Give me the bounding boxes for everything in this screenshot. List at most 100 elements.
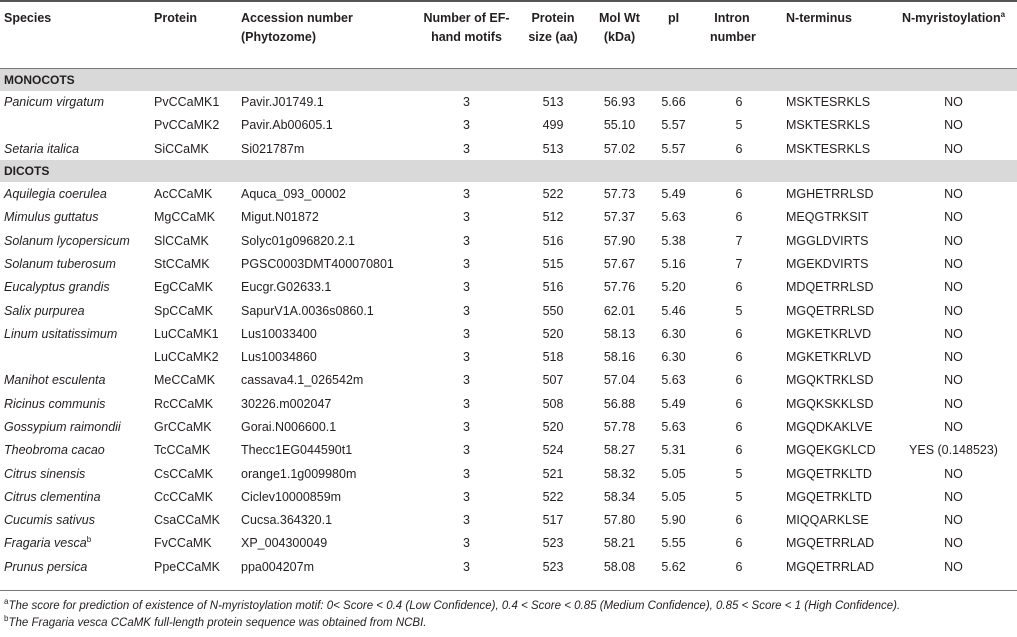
cell-molwt: 57.80 — [603, 513, 636, 528]
cell-species — [0, 114, 150, 137]
cell-species: Cucumis sativus — [0, 509, 150, 532]
cell-intron: 6 — [735, 373, 743, 388]
species-name: Theobroma cacao — [4, 443, 105, 458]
cell-protein: EgCCaMK — [154, 280, 214, 295]
cell-molwt: 58.13 — [603, 326, 636, 341]
cell-size: 520 — [542, 420, 564, 434]
cell-ef-hand: 3 — [463, 280, 470, 295]
cell-molwt: 58.34 — [603, 489, 636, 504]
cell-pi: 5.66 — [661, 95, 686, 110]
species-name: Cucumis sativus — [4, 513, 95, 528]
cell-pi: 5.63 — [661, 373, 686, 388]
cell-size: 508 — [542, 396, 564, 411]
cell-ef-hand: 3 — [463, 256, 470, 271]
header-intron: Intron number — [696, 3, 782, 69]
footnote-a: aThe score for prediction of existence o… — [4, 598, 900, 612]
cell-intron: 7 — [735, 256, 743, 271]
table-row: Linum usitatissimum LuCCaMK1 Lus10033400 3 5… — [0, 322, 1017, 345]
header-size: Protein size (aa) — [518, 3, 588, 69]
cell-intron: 6 — [735, 95, 743, 110]
cell-nterminus: MGQETRRLAD — [786, 559, 875, 574]
header-molwt: Mol Wt (kDa) — [588, 3, 651, 69]
section-row: MONOCOTS — [0, 68, 1017, 91]
cell-accession: orange1.1g009980m — [241, 466, 357, 481]
cell-accession: Lus10034860 — [241, 350, 317, 365]
cell-protein: StCCaMK — [154, 256, 210, 271]
cell-protein: PpeCCaMK — [154, 559, 220, 574]
species-name: Eucalyptus grandis — [4, 280, 110, 295]
cell-ef-hand: 3 — [463, 141, 470, 156]
cell-nterminus: MGQETRKLTD — [786, 489, 872, 504]
cell-nmyristoylation: NO — [944, 513, 963, 528]
cell-protein: CsaCCaMK — [154, 513, 220, 528]
cell-species: Mimulus guttatus — [0, 206, 150, 229]
cell-nmyristoylation: NO — [944, 489, 963, 504]
table-row: Ricinus communis RcCCaMK 30226.m002047 3 508… — [0, 392, 1017, 415]
table-row: Manihot esculenta MeCCaMK cassava4.1_02654… — [0, 369, 1017, 392]
cell-nterminus: MGKETKRLVD — [786, 326, 872, 341]
cell-size: 524 — [542, 443, 564, 458]
cell-molwt: 58.27 — [603, 443, 636, 458]
cell-accession: Migut.N01872 — [241, 210, 319, 225]
cell-pi: 5.90 — [661, 513, 686, 528]
cell-accession: Gorai.N006600.1 — [241, 420, 337, 434]
cell-molwt: 57.02 — [603, 141, 636, 156]
cell-ef-hand: 3 — [463, 513, 470, 528]
cell-nmyristoylation: YES (0.148523) — [909, 443, 998, 458]
cell-nterminus: MGQKTRKLSD — [786, 373, 874, 388]
cell-species: Theobroma cacao — [0, 439, 150, 462]
cell-accession: Pavir.Ab00605.1 — [241, 118, 333, 133]
cell-accession: Thecc1EG044590t1 — [241, 443, 353, 458]
cell-nmyristoylation: NO — [944, 303, 963, 318]
cell-size: 522 — [542, 187, 564, 202]
species-name: Aquilegia coerulea — [4, 187, 107, 202]
cell-species: Solanum lycopersicum — [0, 229, 150, 252]
species-name: Citrus clementina — [4, 489, 101, 504]
cell-species: Ricinus communis — [0, 392, 150, 415]
cell-accession: Lus10033400 — [241, 326, 317, 341]
cell-molwt: 57.04 — [603, 373, 636, 388]
cell-ef-hand: 3 — [463, 326, 470, 341]
header-protein: Protein — [150, 3, 237, 69]
table-row: Eucalyptus grandis EgCCaMK Eucgr.G02633.1 3… — [0, 276, 1017, 299]
cell-intron: 6 — [735, 536, 743, 551]
cell-species: Manihot esculenta — [0, 369, 150, 392]
cell-protein: SpCCaMK — [154, 303, 214, 318]
cell-nmyristoylation: NO — [944, 350, 963, 365]
species-name: Citrus sinensis — [4, 466, 86, 481]
cell-accession: Aquca_093_00002 — [241, 187, 346, 202]
cell-ef-hand: 3 — [463, 489, 470, 504]
cell-ef-hand: 3 — [463, 466, 470, 481]
cell-protein: TcCCaMK — [154, 443, 211, 458]
cell-nmyristoylation: NO — [944, 373, 963, 388]
cell-nmyristoylation: NO — [944, 536, 963, 551]
cell-intron: 5 — [735, 303, 743, 318]
species-name: Setaria italica — [4, 141, 80, 156]
cell-nmyristoylation: NO — [944, 256, 963, 271]
footnote-b-text: The Fragaria vesca CCaMK full-length pro… — [8, 617, 427, 629]
cell-accession: Eucgr.G02633.1 — [241, 280, 332, 295]
species-name: Solanum tuberosum — [4, 256, 116, 271]
cell-pi: 5.62 — [661, 559, 686, 574]
cell-molwt: 57.78 — [603, 420, 636, 434]
ccamk-table: Species Protein Accession number (Phytoz… — [0, 3, 1017, 578]
cell-nmyristoylation: NO — [944, 233, 963, 248]
table-row: Solanum tuberosum StCCaMK PGSC0003DMT40007… — [0, 252, 1017, 275]
cell-pi: 5.57 — [661, 141, 686, 156]
table-row: Fragaria vescab FvCCaMK XP_004300049 3 523 58… — [0, 532, 1017, 555]
section-row: DICOTS — [0, 160, 1017, 183]
cell-pi: 6.30 — [661, 350, 686, 365]
section-label: MONOCOTS — [0, 68, 1017, 91]
cell-molwt: 58.08 — [603, 559, 636, 574]
cell-ef-hand: 3 — [463, 443, 470, 458]
cell-nterminus: MEQGTRKSIT — [786, 210, 869, 225]
cell-nmyristoylation: NO — [944, 420, 963, 434]
cell-molwt: 58.32 — [603, 466, 636, 481]
cell-pi: 5.49 — [661, 187, 686, 202]
species-name: Linum usitatissimum — [4, 326, 118, 341]
cell-accession: Pavir.J01749.1 — [241, 95, 324, 110]
table-row: Setaria italica SiCCaMK Si021787m 3 513 57.02… — [0, 137, 1017, 160]
table-row: Panicum virgatum PvCCaMK1 Pavir.J01749.1 3 5… — [0, 91, 1017, 114]
cell-pi: 5.20 — [661, 280, 686, 295]
cell-pi: 5.57 — [661, 118, 686, 133]
